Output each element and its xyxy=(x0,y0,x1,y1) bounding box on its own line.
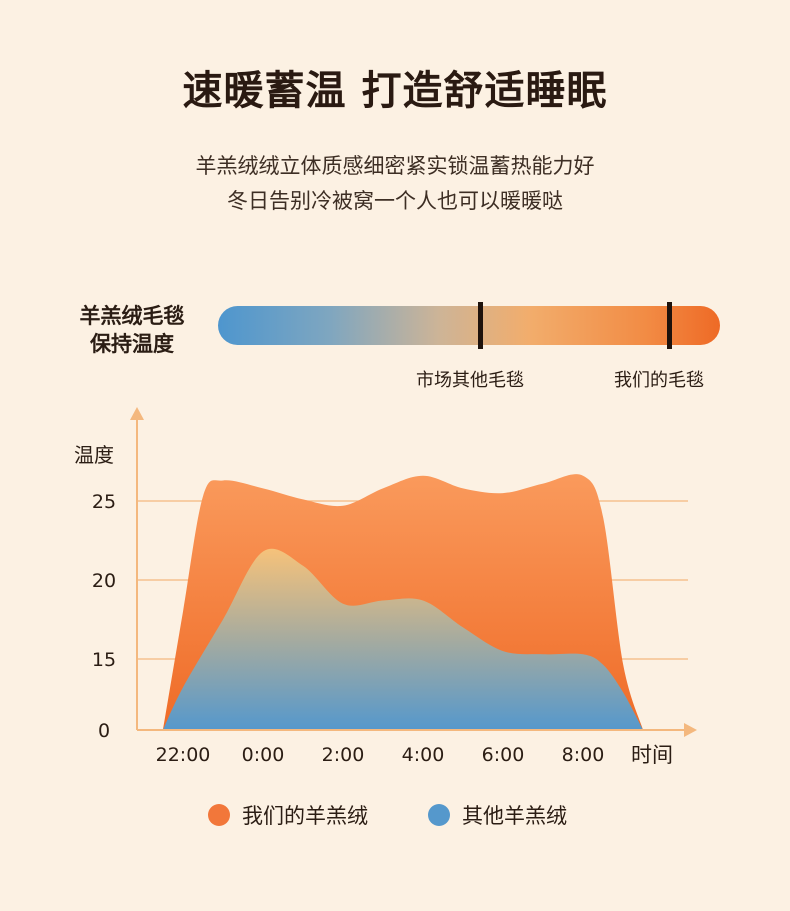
x-tick-label: 22:00 xyxy=(156,744,211,766)
scale-label-line-1: 羊羔绒毛毯 xyxy=(79,304,185,328)
legend-swatch-ours xyxy=(208,804,230,826)
x-tick-label: 4:00 xyxy=(402,744,445,766)
legend-item-others: 其他羊羔绒 xyxy=(428,800,567,830)
legend-label-ours: 我们的羊羔绒 xyxy=(242,804,368,828)
scale-label-line-2: 保持温度 xyxy=(90,332,174,356)
y-tick-label: 20 xyxy=(92,570,116,592)
temperature-gradient-bar xyxy=(218,306,720,345)
x-tick-label: 0:00 xyxy=(242,744,285,766)
our-blanket-label: 我们的毛毯 xyxy=(614,370,704,391)
our-blanket-marker xyxy=(667,302,672,349)
x-tick-label: 6:00 xyxy=(482,744,525,766)
market-blanket-marker xyxy=(478,302,483,349)
area-others xyxy=(163,548,643,730)
y-axis-arrow xyxy=(130,407,144,420)
y-axis-label: 温度 xyxy=(74,443,114,467)
legend-swatch-others xyxy=(428,804,450,826)
legend-label-others: 其他羊羔绒 xyxy=(462,804,567,828)
x-axis-label: 时间 xyxy=(631,743,673,767)
page-title: 速暖蓄温 打造舒适睡眠 xyxy=(182,68,608,114)
y-tick-label: 0 xyxy=(98,720,110,742)
subtitle-line-2: 冬日告别冷被窝一个人也可以暖暖哒 xyxy=(227,189,563,213)
x-tick-label: 8:00 xyxy=(562,744,605,766)
market-blanket-label: 市场其他毛毯 xyxy=(416,370,524,391)
x-tick-label: 2:00 xyxy=(322,744,365,766)
x-axis-arrow xyxy=(684,723,697,737)
legend-item-ours: 我们的羊羔绒 xyxy=(208,800,368,830)
y-tick-label: 25 xyxy=(92,491,116,513)
subtitle-line-1: 羊羔绒绒立体质感细密紧实锁温蓄热能力好 xyxy=(195,154,595,178)
y-tick-label: 15 xyxy=(92,649,116,671)
